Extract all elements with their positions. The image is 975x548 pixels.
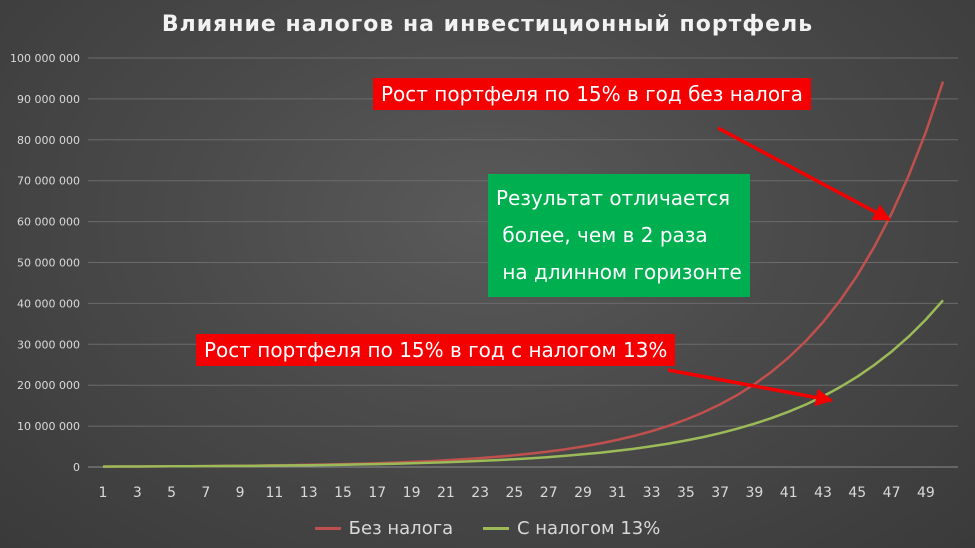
x-tick-label: 47: [883, 485, 901, 501]
y-tick-label: 70 000 000: [17, 175, 80, 188]
y-tick-label: 0: [73, 461, 80, 474]
arrow-no-tax: [717, 126, 892, 222]
x-tick-label: 23: [471, 485, 489, 501]
y-tick-label: 100 000 000: [10, 52, 80, 65]
y-tick-label: 90 000 000: [17, 93, 80, 106]
x-tick-label: 11: [266, 485, 284, 501]
annotation-difference: Результат отличается более, чем в 2 раза…: [488, 174, 750, 297]
x-tick-label: 45: [848, 485, 866, 501]
legend-swatch-with-tax: [482, 527, 509, 530]
x-tick-label: 27: [540, 485, 558, 501]
x-tick-label: 25: [506, 485, 524, 501]
y-tick-label: 50 000 000: [17, 257, 80, 270]
y-tick-label: 20 000 000: [17, 379, 80, 392]
legend-label-with-tax: С налогом 13%: [516, 518, 661, 539]
y-tick-label: 80 000 000: [17, 134, 80, 147]
x-tick-label: 43: [814, 485, 832, 501]
legend: Без налога С налогом 13%: [0, 514, 975, 539]
x-tick-label: 33: [643, 485, 661, 501]
y-tick-label: 40 000 000: [17, 297, 80, 310]
x-tick-label: 5: [167, 485, 176, 501]
y-tick-label: 30 000 000: [17, 338, 80, 351]
x-tick-label: 19: [403, 485, 421, 501]
x-tick-label: 21: [437, 485, 455, 501]
y-tick-label: 10 000 000: [17, 420, 80, 433]
annotation-with-tax: Рост портфеля по 15% в год с налогом 13%: [196, 334, 676, 366]
x-tick-label: 13: [300, 485, 318, 501]
series-line-with-tax: [102, 299, 944, 468]
x-tick-label: 39: [746, 485, 764, 501]
x-tick-label: 37: [711, 485, 729, 501]
legend-label-no-tax: Без налога: [348, 518, 454, 539]
x-tick-label: 41: [780, 485, 798, 501]
x-tick-label: 1: [99, 485, 108, 501]
arrow-with-tax: [667, 368, 834, 407]
x-tick-label: 29: [574, 485, 592, 501]
x-tick-label: 49: [917, 485, 935, 501]
x-tick-label: 3: [133, 485, 142, 501]
chart-title: Влияние налогов на инвестиционный портфе…: [161, 12, 814, 37]
x-tick-label: 35: [677, 485, 695, 501]
x-tick-label: 31: [608, 485, 626, 501]
x-tick-label: 7: [201, 485, 210, 501]
legend-swatch-no-tax: [314, 527, 341, 530]
x-tick-label: 9: [236, 485, 245, 501]
y-tick-label: 60 000 000: [17, 216, 80, 229]
x-tick-label: 17: [368, 485, 386, 501]
legend-item-with-tax: С налогом 13%: [482, 518, 661, 539]
legend-item-no-tax: Без налога: [314, 518, 454, 539]
annotation-no-tax: Рост портфеля по 15% в год без налога: [373, 78, 811, 110]
x-tick-label: 15: [334, 485, 352, 501]
